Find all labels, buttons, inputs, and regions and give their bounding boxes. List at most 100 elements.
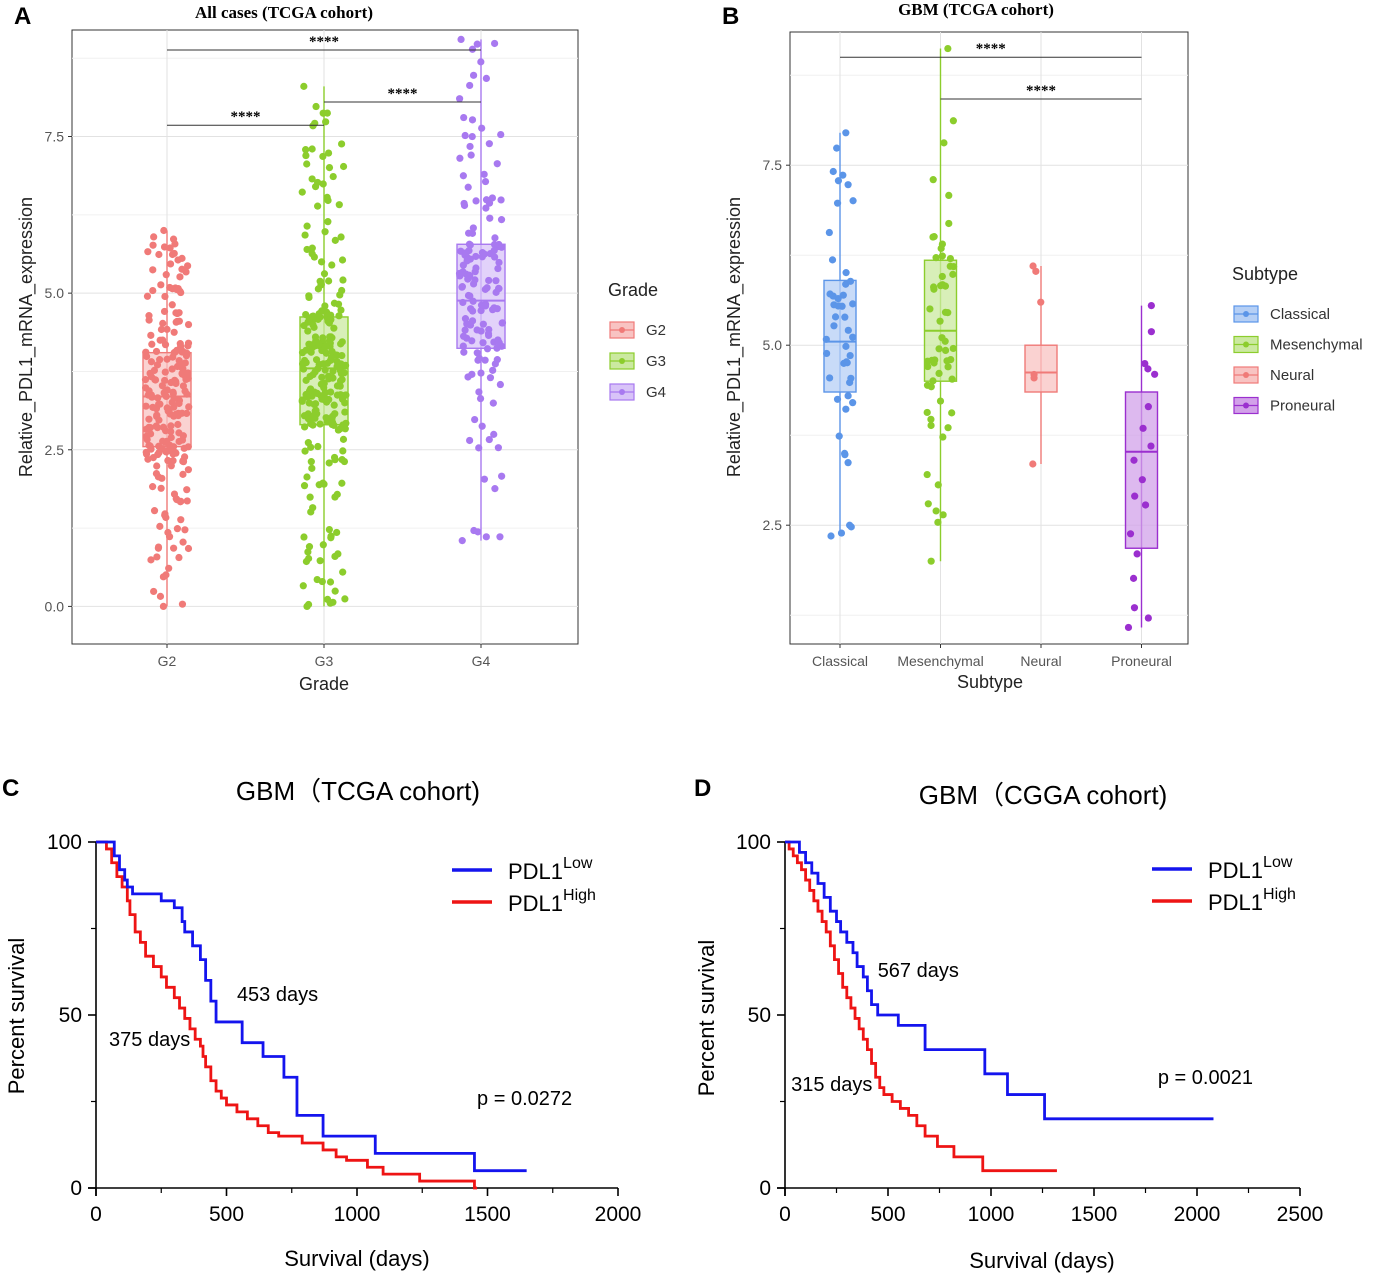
data-point bbox=[158, 474, 166, 482]
data-point bbox=[339, 162, 348, 171]
data-point bbox=[331, 236, 339, 244]
data-point bbox=[327, 388, 335, 396]
data-point bbox=[491, 485, 499, 493]
data-point bbox=[463, 320, 471, 328]
data-point bbox=[481, 356, 489, 364]
data-point bbox=[331, 587, 339, 595]
data-point bbox=[321, 228, 329, 236]
data-point bbox=[1141, 359, 1149, 368]
data-point bbox=[849, 300, 857, 308]
legend-label: Mesenchymal bbox=[1270, 337, 1363, 354]
data-point bbox=[822, 335, 830, 343]
x-tick-label: 500 bbox=[870, 1203, 905, 1226]
legend-label: G4 bbox=[646, 384, 666, 401]
data-point bbox=[478, 422, 486, 430]
data-point bbox=[462, 249, 470, 257]
data-point bbox=[834, 302, 842, 310]
data-point bbox=[825, 228, 833, 237]
data-point bbox=[172, 318, 180, 326]
data-point bbox=[303, 245, 311, 254]
data-point bbox=[485, 276, 493, 285]
data-point bbox=[179, 382, 188, 390]
data-point bbox=[305, 399, 313, 407]
data-point bbox=[145, 312, 153, 320]
data-point bbox=[494, 444, 502, 452]
data-point bbox=[840, 449, 849, 457]
data-point bbox=[172, 449, 180, 457]
data-point bbox=[476, 394, 485, 403]
data-point bbox=[310, 253, 318, 261]
x-axis-title: Survival (days) bbox=[969, 1248, 1114, 1273]
data-point bbox=[300, 82, 308, 90]
data-point bbox=[154, 450, 162, 459]
legend-label: PDL1High bbox=[508, 887, 596, 916]
panel-label-a: A bbox=[14, 3, 31, 30]
data-point bbox=[312, 102, 320, 111]
data-point bbox=[184, 342, 192, 350]
data-point bbox=[468, 116, 477, 124]
data-point bbox=[164, 528, 172, 537]
data-point bbox=[941, 282, 950, 290]
data-point bbox=[154, 394, 162, 402]
legend-key-dot bbox=[619, 389, 625, 395]
data-point bbox=[842, 342, 850, 350]
y-tick-label: 100 bbox=[736, 831, 771, 854]
chart-title: GBM（CGGA cohort) bbox=[919, 780, 1168, 810]
data-point bbox=[930, 233, 938, 241]
data-point bbox=[323, 595, 332, 604]
data-point bbox=[301, 423, 309, 431]
data-point bbox=[498, 319, 506, 327]
x-axis-title: Subtype bbox=[957, 672, 1023, 692]
data-point bbox=[482, 74, 490, 83]
data-point bbox=[152, 422, 160, 430]
x-axis-title: Survival (days) bbox=[284, 1246, 429, 1271]
data-point bbox=[459, 261, 467, 269]
legend-label: PDL1Low bbox=[508, 855, 593, 884]
data-point bbox=[156, 592, 165, 600]
data-point bbox=[924, 362, 932, 371]
data-point bbox=[927, 415, 935, 423]
data-point bbox=[477, 369, 485, 377]
y-axis-title: Percent survival bbox=[694, 940, 719, 1097]
data-point bbox=[486, 374, 495, 382]
data-point bbox=[311, 407, 319, 415]
data-point bbox=[472, 252, 480, 261]
data-point bbox=[329, 172, 337, 181]
y-axis-title: Relative_PDL1_mRNA_expression bbox=[724, 197, 745, 477]
data-point bbox=[495, 258, 503, 267]
data-point bbox=[457, 35, 465, 43]
data-point bbox=[929, 176, 937, 184]
data-point bbox=[1029, 262, 1037, 270]
data-point bbox=[176, 273, 184, 281]
data-point bbox=[314, 178, 322, 187]
survival-curve-low bbox=[785, 840, 1214, 1121]
data-point bbox=[479, 339, 487, 347]
data-point bbox=[466, 142, 474, 151]
data-point bbox=[849, 399, 857, 407]
y-tick-label: 5.0 bbox=[45, 285, 65, 301]
data-point bbox=[834, 177, 843, 185]
data-point bbox=[314, 365, 322, 373]
data-point bbox=[161, 376, 169, 385]
data-point bbox=[497, 130, 505, 139]
significance-label: **** bbox=[1026, 83, 1056, 99]
data-point bbox=[179, 456, 187, 465]
data-point bbox=[841, 313, 849, 321]
data-point bbox=[941, 346, 950, 354]
data-point bbox=[309, 370, 317, 379]
data-point bbox=[184, 320, 193, 329]
data-point bbox=[147, 443, 155, 451]
data-point bbox=[1147, 442, 1155, 450]
y-tick-label: 5.0 bbox=[763, 337, 783, 353]
data-point bbox=[168, 301, 176, 309]
y-tick-label: 2.5 bbox=[763, 517, 783, 533]
data-point bbox=[300, 482, 309, 490]
panel-label-d: D bbox=[694, 775, 711, 802]
data-point bbox=[844, 459, 852, 467]
data-point bbox=[338, 286, 346, 295]
data-point bbox=[318, 395, 326, 403]
legend-label: Classical bbox=[1270, 306, 1330, 323]
data-point bbox=[460, 113, 468, 122]
data-point bbox=[945, 191, 953, 200]
data-point bbox=[949, 270, 957, 278]
